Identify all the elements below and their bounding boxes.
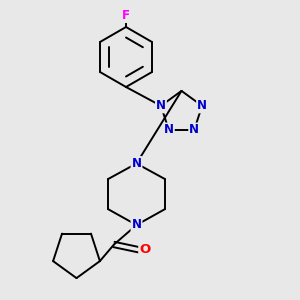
Text: N: N <box>189 124 199 136</box>
Text: N: N <box>164 124 174 136</box>
Text: N: N <box>131 218 142 232</box>
Text: N: N <box>197 99 207 112</box>
Text: O: O <box>139 243 151 256</box>
Text: N: N <box>156 99 166 112</box>
Text: F: F <box>122 9 130 22</box>
Text: N: N <box>131 157 142 170</box>
